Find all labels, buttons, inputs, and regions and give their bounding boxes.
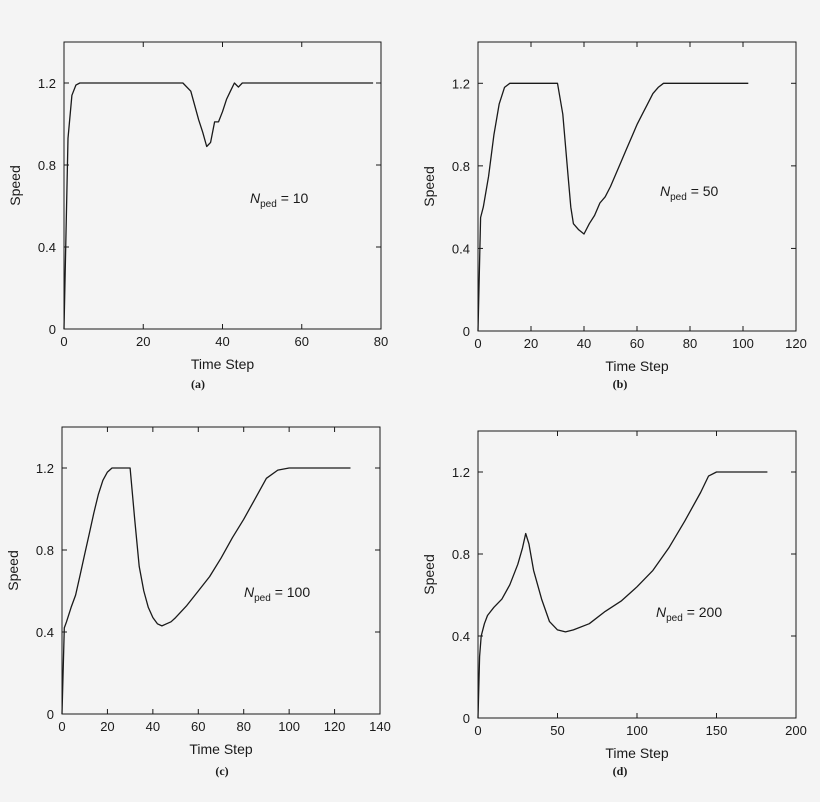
y-tick-label: 0.4: [452, 241, 470, 256]
y-tick-label: 0.8: [452, 547, 470, 562]
annotation-value: = 50: [687, 183, 719, 199]
x-tick-label: 40: [577, 336, 591, 351]
x-tick-label: 60: [630, 336, 644, 351]
x-tick-label: 20: [524, 336, 538, 351]
plot-frame: [477, 41, 797, 332]
x-tick-label: 120: [324, 719, 346, 734]
annotation-n-ped: Nped = 200: [656, 604, 722, 624]
annotation-value: = 100: [271, 584, 311, 600]
y-axis-title: Speed: [7, 165, 23, 205]
x-tick-label: 40: [215, 334, 229, 349]
panel-label: (b): [613, 377, 628, 391]
y-tick-label: 0.8: [452, 159, 470, 174]
x-tick-label: 50: [550, 723, 564, 738]
panel-label: (c): [215, 764, 228, 778]
x-tick-label: 200: [785, 723, 807, 738]
x-axis-title: Time Step: [189, 741, 252, 757]
plot-frame: [61, 426, 381, 715]
x-tick-label: 100: [732, 336, 754, 351]
plot-frame: [63, 41, 382, 330]
y-tick-label: 0: [47, 707, 54, 722]
annotation-value: = 200: [683, 604, 723, 620]
chart-panel: 0 20 40 60 80 0 0.4 0.8 1.2 Time Step Speed (a) Nped…: [7, 41, 388, 391]
x-axis-title: Time Step: [605, 745, 668, 761]
x-tick-label: 20: [136, 334, 150, 349]
chart-panel: 0 50 100 150 200 0 0.4 0.8 1.2 Time Step Speed (d) N…: [421, 430, 807, 778]
y-tick-label: 1.2: [36, 461, 54, 476]
x-tick-label: 80: [236, 719, 250, 734]
panel-label: (d): [613, 764, 628, 778]
y-tick-label: 0.4: [36, 625, 54, 640]
x-tick-label: 120: [785, 336, 807, 351]
x-tick-label: 80: [683, 336, 697, 351]
annotation-symbol: N: [244, 584, 255, 600]
y-tick-label: 0: [463, 711, 470, 726]
annotation-n-ped: Nped = 100: [244, 584, 310, 604]
y-axis-title: Speed: [421, 554, 437, 594]
y-tick-label: 1.2: [452, 76, 470, 91]
speed-series-line: [477, 471, 768, 719]
x-tick-label: 80: [374, 334, 388, 349]
x-axis-title: Time Step: [605, 358, 668, 374]
chart-panel: 0 20 40 60 80 100 120 0 0.4 0.8 1.2 Time Step Speed (…: [421, 41, 807, 391]
x-tick-label: 40: [146, 719, 160, 734]
annotation-n-ped: Nped = 50: [660, 183, 719, 203]
y-axis-title: Speed: [421, 166, 437, 206]
y-tick-label: 0: [49, 322, 56, 337]
panel-label: (a): [191, 377, 205, 391]
x-tick-label: 100: [278, 719, 300, 734]
x-tick-label: 0: [60, 334, 67, 349]
annotation-symbol: N: [660, 183, 671, 199]
x-tick-label: 60: [191, 719, 205, 734]
annotation-symbol: N: [656, 604, 667, 620]
annotation-value: = 10: [277, 190, 309, 206]
annotation-symbol: N: [250, 190, 261, 206]
y-tick-label: 0.8: [36, 543, 54, 558]
x-tick-label: 0: [58, 719, 65, 734]
x-tick-label: 140: [369, 719, 391, 734]
annotation-subscript: ped: [254, 593, 271, 604]
speed-series-line: [477, 82, 749, 332]
speed-series-line: [61, 467, 351, 715]
plot-frame: [477, 430, 797, 719]
speed-series-line: [63, 82, 374, 330]
x-tick-label: 100: [626, 723, 648, 738]
y-axis-title: Speed: [5, 550, 21, 590]
y-tick-label: 1.2: [452, 465, 470, 480]
annotation-subscript: ped: [670, 192, 687, 203]
x-tick-label: 150: [706, 723, 728, 738]
y-tick-label: 0.4: [452, 629, 470, 644]
x-tick-label: 0: [474, 336, 481, 351]
y-tick-label: 0.4: [38, 240, 56, 255]
y-tick-label: 0: [463, 324, 470, 339]
y-tick-label: 0.8: [38, 158, 56, 173]
annotation-n-ped: Nped = 10: [250, 190, 309, 210]
annotation-subscript: ped: [666, 613, 683, 624]
x-tick-label: 0: [474, 723, 481, 738]
annotation-subscript: ped: [260, 199, 277, 210]
chart-panel: 0 20 40 60 80 100 120 140 0 0.4 0.8 1.2 Time Step Spe…: [5, 426, 391, 778]
x-axis-title: Time Step: [191, 356, 254, 372]
x-tick-label: 20: [100, 719, 114, 734]
x-tick-label: 60: [295, 334, 309, 349]
y-tick-label: 1.2: [38, 76, 56, 91]
